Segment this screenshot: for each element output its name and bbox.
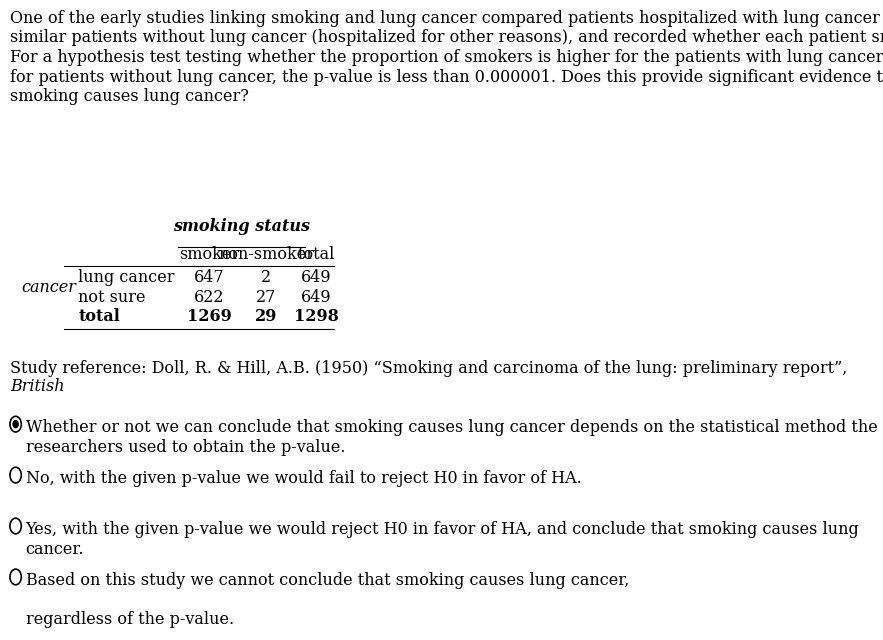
Text: 1269: 1269 bbox=[187, 308, 232, 325]
Text: total: total bbox=[298, 246, 335, 262]
Text: Yes, with the given p-value we would reject H0 in favor of HA, and conclude that: Yes, with the given p-value we would rej… bbox=[26, 521, 859, 557]
Text: 1298: 1298 bbox=[294, 308, 338, 325]
Text: Based on this study we cannot conclude that smoking causes lung cancer,

regardl: Based on this study we cannot conclude t… bbox=[26, 572, 629, 628]
Text: Whether or not we can conclude that smoking causes lung cancer depends on the st: Whether or not we can conclude that smok… bbox=[26, 419, 878, 456]
Text: 647: 647 bbox=[194, 269, 225, 286]
Text: 622: 622 bbox=[194, 289, 225, 306]
Text: One of the early studies linking smoking and lung cancer compared patients hospi: One of the early studies linking smoking… bbox=[10, 10, 883, 105]
Text: No, with the given p-value we would fail to reject H0 in favor of HA.: No, with the given p-value we would fail… bbox=[26, 470, 581, 487]
Text: British: British bbox=[10, 378, 64, 395]
Text: cancer: cancer bbox=[21, 279, 76, 296]
Text: 649: 649 bbox=[301, 289, 331, 306]
Text: non-smoker: non-smoker bbox=[218, 246, 314, 262]
Text: 29: 29 bbox=[255, 308, 277, 325]
Text: 2: 2 bbox=[261, 269, 271, 286]
Circle shape bbox=[12, 420, 19, 428]
Text: smoker: smoker bbox=[179, 246, 239, 262]
Text: lung cancer: lung cancer bbox=[78, 269, 175, 286]
Text: Study reference: Doll, R. & Hill, A.B. (1950) “Smoking and carcinoma of the lung: Study reference: Doll, R. & Hill, A.B. (… bbox=[10, 360, 852, 378]
Text: 649: 649 bbox=[301, 269, 331, 286]
Text: total: total bbox=[78, 308, 120, 325]
Text: smoking status: smoking status bbox=[173, 218, 310, 235]
Text: not sure: not sure bbox=[78, 289, 146, 306]
Text: 27: 27 bbox=[256, 289, 276, 306]
